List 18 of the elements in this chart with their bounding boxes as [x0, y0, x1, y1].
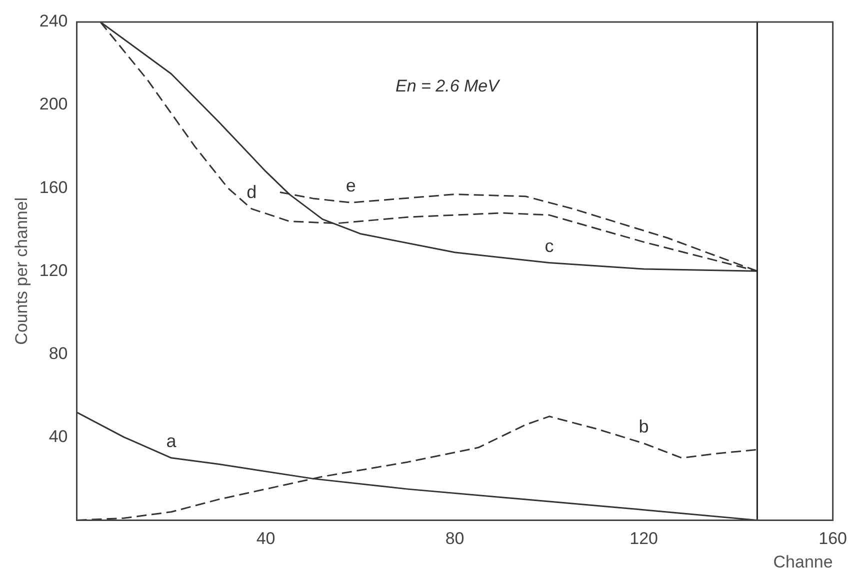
- y-tick-label: 160: [39, 178, 68, 197]
- x-tick-label: 160: [818, 529, 848, 548]
- annotation: b: [638, 416, 649, 436]
- annotation: c: [544, 236, 554, 256]
- annotation: En = 2.6 MeV: [395, 76, 501, 96]
- x-axis-title: Channe: [773, 552, 833, 572]
- y-tick-label: 120: [39, 260, 68, 280]
- x-tick-label: 40: [256, 529, 276, 548]
- x-tick-label: 120: [630, 529, 658, 548]
- annotation: d: [246, 182, 257, 202]
- x-tick-label: 80: [445, 529, 464, 548]
- annotation: a: [166, 430, 178, 451]
- y-tick-label: 240: [39, 12, 68, 31]
- y-axis-title: Counts per channel: [12, 197, 31, 345]
- annotation: e: [346, 176, 356, 196]
- y-tick-label: 200: [39, 94, 68, 114]
- y-tick-label: 40: [48, 426, 68, 446]
- y-tick-label: 80: [48, 344, 68, 363]
